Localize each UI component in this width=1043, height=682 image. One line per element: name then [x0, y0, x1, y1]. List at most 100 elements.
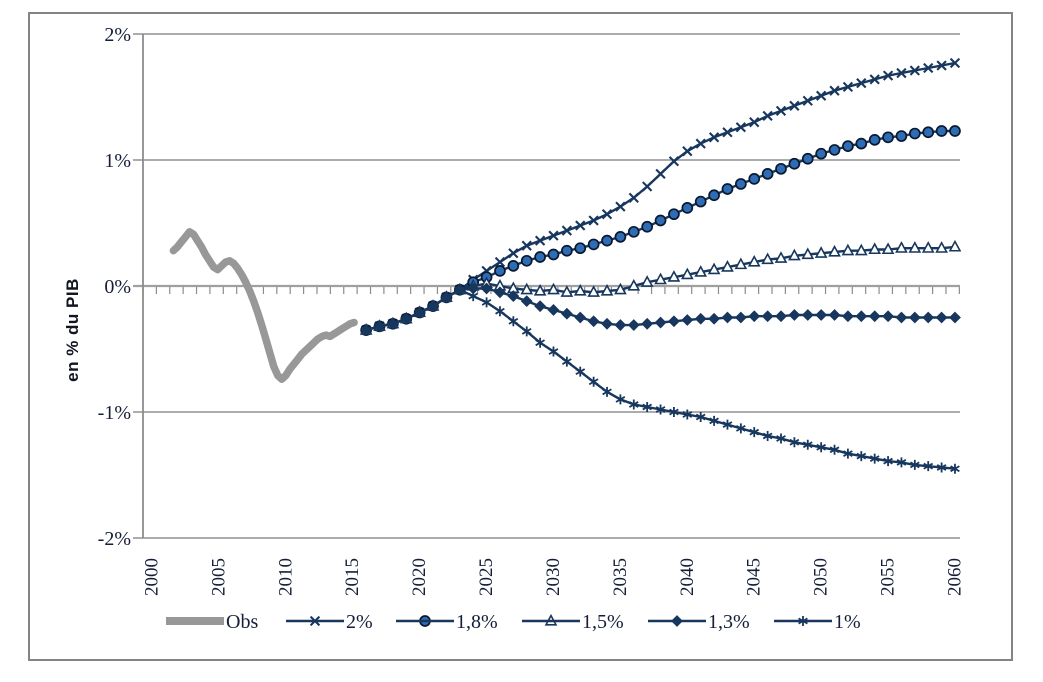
series-marker-1%: [856, 451, 867, 462]
series-marker-2%: [896, 67, 907, 79]
series-marker-1,8%: [735, 178, 747, 190]
series-marker-1,8%: [748, 173, 761, 185]
series-marker-2%: [615, 201, 626, 212]
series-marker-1,8%: [627, 225, 640, 238]
series-marker-2%: [735, 122, 746, 133]
series-marker-2%: [494, 256, 506, 268]
series-marker-1,3%: [801, 309, 814, 321]
series-marker-1,3%: [895, 311, 908, 324]
x-axis-label-2020: 2020: [409, 558, 430, 596]
series-marker-1,3%: [560, 307, 573, 320]
series-marker-1,5%: [828, 244, 841, 257]
series-line-Obs: [169, 228, 358, 383]
series-marker-2%: [668, 156, 680, 167]
series-marker-1%: [843, 448, 853, 459]
series-marker-1,5%: [841, 243, 855, 256]
series-marker-1,3%: [842, 310, 854, 323]
legend-label: 1,3%: [708, 611, 750, 633]
series-marker-1,5%: [868, 242, 882, 255]
series-marker-2%: [829, 85, 840, 96]
series-marker-1,8%: [507, 259, 520, 272]
series-marker-1%: [655, 404, 666, 415]
series-marker-1%: [762, 430, 773, 441]
series-marker-1%: [735, 423, 746, 434]
series-marker-1%: [628, 399, 639, 410]
series-marker-1%: [923, 461, 934, 472]
legend-item-1%: 1%: [774, 611, 861, 633]
series-marker-1,3%: [908, 311, 921, 324]
y-axis-label-2%: 2%: [104, 24, 131, 46]
series-marker-2%: [762, 110, 773, 122]
series-marker-2%: [508, 248, 519, 259]
series-marker-1,8%: [922, 126, 935, 139]
series-marker-1,3%: [507, 290, 520, 302]
legend-label: 1,8%: [456, 611, 498, 633]
series-marker-1,3%: [480, 282, 493, 295]
series-marker-1,3%: [681, 314, 694, 326]
series-marker-1,3%: [534, 300, 547, 313]
series-marker-1,5%: [774, 251, 788, 263]
series-marker-1%: [829, 444, 840, 455]
series-marker-1%: [414, 307, 425, 318]
series-marker-1%: [575, 366, 586, 377]
series-marker-1,8%: [574, 242, 587, 255]
series-marker-1%: [588, 376, 599, 387]
series-marker-1,5%: [747, 254, 761, 267]
series-marker-1%: [909, 459, 920, 470]
series-marker-1%: [374, 321, 385, 332]
series-marker-1,8%: [547, 248, 560, 261]
series-marker-1,8%: [775, 162, 787, 175]
series-marker-1,8%: [494, 265, 506, 277]
series-marker-2%: [816, 90, 827, 101]
series-marker-2%: [882, 70, 894, 81]
series-marker-2%: [628, 192, 639, 203]
series-marker-1,3%: [748, 310, 761, 323]
series-marker-2%: [802, 95, 813, 106]
series-marker-1%: [602, 386, 612, 397]
series-marker-2%: [842, 81, 854, 93]
series-marker-1%: [883, 456, 893, 467]
series-marker-2%: [869, 74, 880, 85]
series-marker-2%: [923, 62, 934, 74]
x-axis-label-2050: 2050: [811, 558, 832, 596]
series-marker-1,3%: [668, 315, 680, 328]
series-marker-1,5%: [573, 283, 587, 296]
legend-label: Obs: [226, 611, 258, 633]
series-marker-1%: [562, 356, 572, 367]
series-marker-1%: [709, 415, 719, 426]
x-axis-label-2000: 2000: [142, 558, 163, 596]
series-marker-1,8%: [895, 130, 908, 142]
series-marker-1%: [521, 326, 532, 337]
series-marker-1%: [508, 316, 519, 327]
series-marker-1%: [816, 442, 827, 453]
y-axis-label--1%: -1%: [98, 402, 131, 424]
series-marker-1%: [669, 407, 679, 417]
series-marker-1,8%: [828, 144, 841, 156]
series-marker-1,3%: [868, 310, 881, 323]
series-marker-1,5%: [694, 265, 708, 277]
series-marker-1,3%: [547, 304, 560, 316]
series-marker-2%: [789, 100, 800, 111]
legend-item-1,8%: 1,8%: [396, 611, 498, 633]
series-marker-1,8%: [614, 231, 627, 243]
series-marker-1,3%: [935, 311, 948, 324]
series-marker-1,8%: [788, 157, 801, 170]
x-axis-label-2040: 2040: [677, 558, 698, 596]
x-axis-label-2035: 2035: [610, 558, 631, 596]
legend-label: 2%: [346, 611, 373, 633]
series-marker-1,8%: [882, 131, 894, 144]
series-marker-1%: [722, 419, 733, 430]
series-marker-2%: [601, 209, 613, 220]
series-marker-1,3%: [654, 316, 667, 329]
series-marker-1%: [401, 313, 412, 324]
series-marker-2%: [534, 235, 546, 246]
series-marker-1%: [428, 301, 438, 312]
series-marker-1,8%: [587, 238, 600, 251]
series-marker-1,8%: [694, 195, 707, 208]
series-marker-2%: [575, 220, 586, 231]
series-marker-1,5%: [547, 282, 560, 295]
series-marker-1,5%: [814, 246, 828, 258]
series-marker-2%: [949, 57, 961, 69]
series-marker-1,5%: [788, 248, 801, 261]
